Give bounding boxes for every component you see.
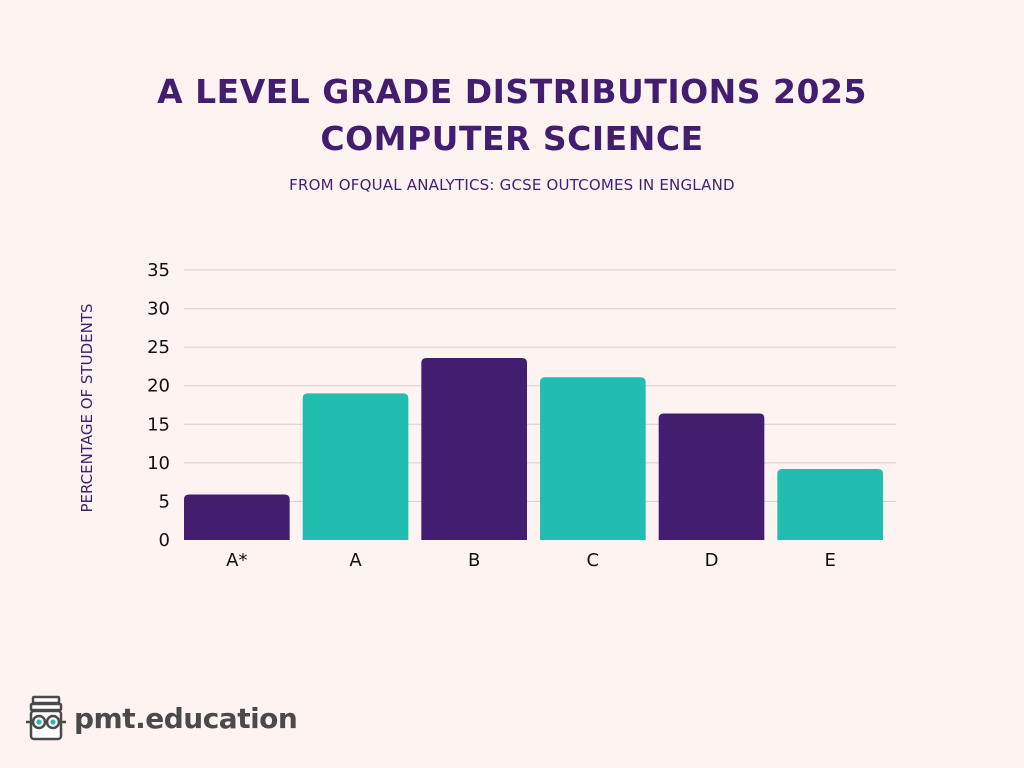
chart-title-line-2: COMPUTER SCIENCE (320, 119, 704, 158)
y-tick-label: 0 (159, 530, 170, 551)
y-tick-label: 10 (147, 453, 170, 474)
y-axis-label: PERCENTAGE OF STUDENTS (78, 303, 96, 512)
pmt-mascot-icon (26, 695, 66, 741)
y-tick-label: 35 (147, 260, 170, 281)
y-axis-ticks: 0 5 10 15 20 25 30 35 (147, 260, 170, 551)
x-axis-ticks: A* A B C D E (226, 550, 836, 571)
chart-subtitle: FROM OFQUAL ANALYTICS: GCSE OUTCOMES IN … (289, 176, 735, 194)
bar-E (777, 469, 883, 540)
y-tick-label: 5 (159, 491, 170, 512)
brand-name: pmt.education (74, 701, 298, 735)
chart-title-line-1: A LEVEL GRADE DISTRIBUTIONS 2025 (157, 72, 867, 111)
bars (184, 357, 883, 540)
brand-logo: pmt.education (26, 694, 298, 742)
bar-D (658, 413, 765, 540)
bar-C (540, 377, 646, 540)
bar-B (421, 357, 527, 540)
x-tick-label: A (349, 550, 362, 571)
bar-A-star (184, 494, 290, 540)
y-tick-label: 15 (147, 414, 170, 435)
y-tick-label: 30 (147, 299, 170, 320)
chart-title: A LEVEL GRADE DISTRIBUTIONS 2025 COMPUTE… (0, 68, 1024, 162)
x-tick-label: D (705, 550, 719, 571)
y-tick-label: 20 (147, 376, 170, 397)
x-tick-label: C (587, 550, 600, 571)
x-tick-label: B (468, 550, 480, 571)
x-tick-label: E (824, 550, 835, 571)
x-tick-label: A* (226, 550, 247, 571)
y-tick-label: 25 (147, 337, 170, 358)
bar-A (302, 393, 409, 540)
